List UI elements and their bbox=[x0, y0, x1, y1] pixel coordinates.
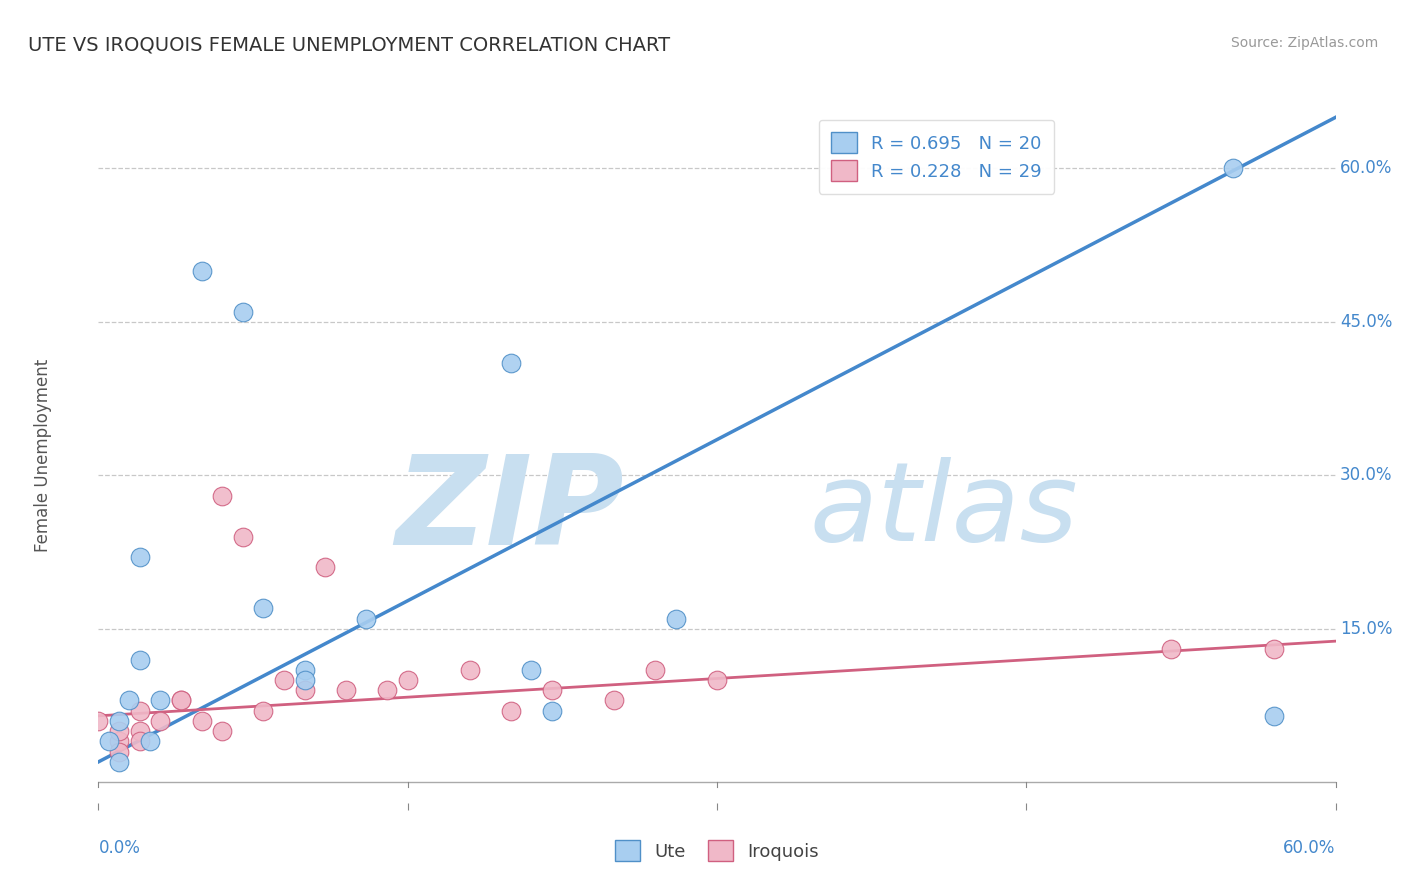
Point bbox=[1222, 161, 1244, 176]
Point bbox=[108, 714, 131, 728]
Point bbox=[1263, 642, 1285, 657]
Point bbox=[232, 530, 254, 544]
Point bbox=[190, 264, 212, 278]
Point bbox=[139, 734, 162, 748]
Point bbox=[541, 704, 564, 718]
Point bbox=[1263, 708, 1285, 723]
Point bbox=[375, 683, 398, 698]
Point bbox=[190, 714, 212, 728]
Text: 15.0%: 15.0% bbox=[1340, 620, 1392, 638]
Point bbox=[128, 724, 150, 739]
Point bbox=[211, 489, 233, 503]
Point bbox=[665, 612, 688, 626]
Point bbox=[97, 734, 120, 748]
Text: UTE VS IROQUOIS FEMALE UNEMPLOYMENT CORRELATION CHART: UTE VS IROQUOIS FEMALE UNEMPLOYMENT CORR… bbox=[28, 36, 671, 54]
Text: 30.0%: 30.0% bbox=[1340, 467, 1392, 484]
Point bbox=[520, 663, 543, 677]
Point bbox=[232, 304, 254, 318]
Point bbox=[108, 745, 131, 759]
Point bbox=[356, 612, 378, 626]
Text: atlas: atlas bbox=[810, 457, 1078, 564]
Point bbox=[541, 683, 564, 698]
Point bbox=[706, 673, 728, 687]
Point bbox=[273, 673, 295, 687]
Text: 60.0%: 60.0% bbox=[1340, 160, 1392, 178]
Point bbox=[170, 693, 193, 707]
Point bbox=[294, 673, 316, 687]
Point bbox=[252, 704, 274, 718]
Point bbox=[252, 601, 274, 615]
Point bbox=[1160, 642, 1182, 657]
Point bbox=[314, 560, 336, 574]
Text: Source: ZipAtlas.com: Source: ZipAtlas.com bbox=[1230, 36, 1378, 50]
Point bbox=[499, 704, 522, 718]
Point bbox=[118, 693, 141, 707]
Point bbox=[128, 550, 150, 565]
Text: ZIP: ZIP bbox=[395, 450, 624, 571]
Point bbox=[335, 683, 357, 698]
Point bbox=[128, 704, 150, 718]
Legend: Ute, Iroquois: Ute, Iroquois bbox=[602, 828, 832, 874]
Point bbox=[294, 683, 316, 698]
Point bbox=[603, 693, 626, 707]
Point bbox=[396, 673, 419, 687]
Text: 45.0%: 45.0% bbox=[1340, 313, 1392, 331]
Text: 0.0%: 0.0% bbox=[98, 838, 141, 856]
Point bbox=[170, 693, 193, 707]
Point bbox=[149, 714, 172, 728]
Text: 60.0%: 60.0% bbox=[1284, 838, 1336, 856]
Point bbox=[108, 755, 131, 769]
Point bbox=[128, 734, 150, 748]
Point bbox=[211, 724, 233, 739]
Text: Female Unemployment: Female Unemployment bbox=[34, 359, 52, 551]
Point bbox=[458, 663, 481, 677]
Point bbox=[87, 714, 110, 728]
Point bbox=[499, 356, 522, 370]
Point bbox=[149, 693, 172, 707]
Point bbox=[108, 734, 131, 748]
Point bbox=[644, 663, 666, 677]
Point bbox=[294, 663, 316, 677]
Point bbox=[128, 652, 150, 666]
Point bbox=[108, 724, 131, 739]
